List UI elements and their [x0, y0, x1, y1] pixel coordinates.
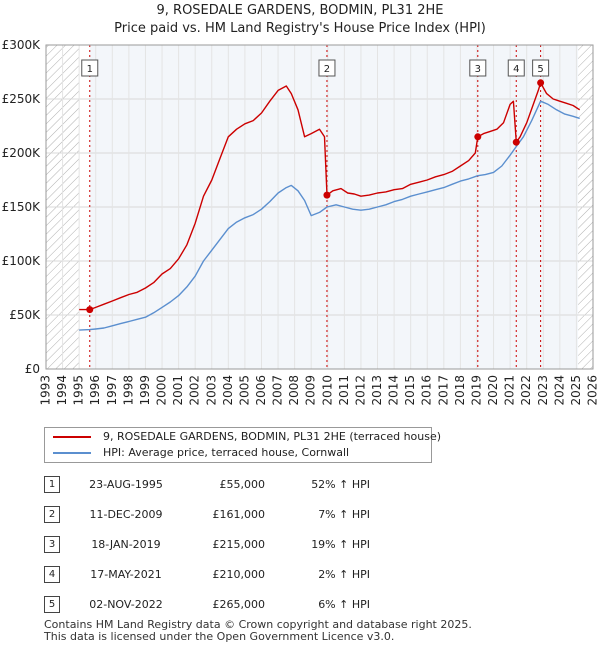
y-tick-label: £50K — [9, 308, 41, 322]
x-tick-label: 2005 — [237, 375, 251, 406]
chart-title-line1: 9, ROSEDALE GARDENS, BODMIN, PL31 2HE — [156, 3, 444, 18]
sale-date: 18-JAN-2019 — [91, 538, 161, 551]
sale-date: 23-AUG-1995 — [89, 478, 163, 491]
sale-price: £161,000 — [212, 508, 266, 521]
x-tick-label: 1996 — [88, 375, 102, 406]
table-row: 4 17-MAY-2021 £210,000 2% ↑ HPI — [40, 560, 400, 590]
table-row: 5 02-NOV-2022 £265,000 6% ↑ HPI — [40, 590, 400, 620]
x-tick-label: 2002 — [188, 375, 202, 406]
x-tick-label: 2025 — [569, 375, 583, 406]
x-tick-label: 2026 — [586, 375, 600, 406]
sale-number-badge: 3 — [44, 536, 60, 553]
sale-label-box — [318, 59, 336, 77]
sale-number-badge: 2 — [44, 506, 60, 523]
x-tick-label: 2015 — [403, 375, 417, 406]
price-chart: 1 2 3 4 5 £0 £50K £100K £150K £200K £250K £300K 199… — [2, 38, 600, 406]
table-row: 1 23-AUG-1995 £55,000 52% ↑ HPI — [40, 470, 400, 500]
sale-hpi-diff: 6% ↑ HPI — [318, 598, 370, 611]
x-tick-label: 2022 — [519, 375, 533, 406]
footer: Contains HM Land Registry data © Crown c… — [44, 619, 472, 643]
sale-hpi-diff: 19% ↑ HPI — [311, 538, 370, 551]
plot-frame — [45, 44, 594, 370]
sale-label-number: 1 — [87, 64, 93, 75]
x-tick-label: 2009 — [304, 375, 318, 406]
sale-number-badge: 1 — [44, 476, 60, 493]
legend-item-property: 9, ROSEDALE GARDENS, BODMIN, PL31 2HE (t… — [45, 429, 441, 445]
sale-date: 11-DEC-2009 — [89, 508, 163, 521]
x-tick-label: 2023 — [536, 375, 550, 406]
x-tick-label: 1995 — [72, 375, 86, 406]
sale-price: £210,000 — [212, 568, 266, 581]
x-tick-label: 2007 — [271, 375, 285, 406]
sale-label-number: 4 — [513, 64, 519, 75]
x-tick-label: 2008 — [287, 375, 301, 406]
sale-label-box — [81, 59, 99, 77]
y-tick-label: £300K — [2, 38, 42, 52]
sale-date: 02-NOV-2022 — [89, 598, 163, 611]
x-tick-label: 2011 — [337, 375, 351, 406]
sale-label-box — [469, 59, 487, 77]
x-tick-label: 2021 — [503, 375, 517, 406]
legend-label-hpi: HPI: Average price, terraced house, Corn… — [103, 446, 350, 459]
sale-hpi-diff: 7% ↑ HPI — [318, 508, 370, 521]
sale-number-badge: 4 — [44, 566, 60, 583]
sale-point — [474, 133, 482, 141]
sale-point — [512, 138, 520, 146]
x-tick-label: 2014 — [387, 375, 401, 406]
x-tick-label: 2020 — [486, 375, 500, 406]
hpi-line — [79, 100, 580, 331]
footer-licence: This data is licensed under the Open Gov… — [44, 630, 395, 643]
sale-hpi-diff: 2% ↑ HPI — [318, 568, 370, 581]
x-tick-label: 2013 — [370, 375, 384, 406]
x-tick-label: 1998 — [121, 375, 135, 406]
sale-label-box — [507, 59, 525, 77]
chart-title: 9, ROSEDALE GARDENS, BODMIN, PL31 2HE Pr… — [0, 2, 600, 38]
sale-price: £215,000 — [212, 538, 266, 551]
x-tick-label: 2018 — [453, 375, 467, 406]
chart-title-line2: Price paid vs. HM Land Registry's House … — [114, 21, 486, 36]
legend-swatch-property — [53, 436, 91, 438]
x-tick-label: 2012 — [353, 375, 367, 406]
x-tick-label: 2016 — [420, 375, 434, 406]
x-tick-label: 1999 — [138, 375, 152, 406]
y-tick-label: £150K — [2, 200, 42, 214]
sale-point — [86, 306, 94, 314]
x-tick-label: 2004 — [221, 375, 235, 406]
sale-label-number: 3 — [475, 64, 481, 75]
x-tick-label: 2017 — [436, 375, 450, 406]
y-tick-label: £250K — [2, 92, 42, 106]
sale-hpi-diff: 52% ↑ HPI — [311, 478, 370, 491]
x-tick-label: 1993 — [39, 375, 53, 406]
sale-price: £265,000 — [212, 598, 266, 611]
sale-number-badge: 5 — [44, 596, 60, 613]
sale-label-box — [532, 59, 550, 77]
x-tick-label: 1994 — [55, 375, 69, 406]
legend-swatch-hpi — [53, 452, 91, 454]
sale-date: 17-MAY-2021 — [90, 568, 162, 581]
sale-point — [537, 79, 545, 87]
sale-price: £55,000 — [219, 478, 266, 491]
table-row: 2 11-DEC-2009 £161,000 7% ↑ HPI — [40, 500, 400, 530]
x-tick-label: 2006 — [254, 375, 268, 406]
x-tick-label: 2001 — [171, 375, 185, 406]
sales-table: 1 23-AUG-1995 £55,000 52% ↑ HPI 2 11-DEC… — [40, 470, 400, 620]
x-tick-label: 2024 — [552, 375, 566, 406]
y-tick-label: £200K — [2, 146, 42, 160]
x-tick-label: 2000 — [155, 375, 169, 406]
x-tick-label: 2010 — [320, 375, 334, 406]
sale-label-number: 2 — [324, 64, 330, 75]
y-tick-label: £100K — [2, 254, 42, 268]
x-tick-label: 1997 — [105, 375, 119, 406]
table-row: 3 18-JAN-2019 £215,000 19% ↑ HPI — [40, 530, 400, 560]
x-tick-label: 2019 — [469, 375, 483, 406]
sale-point — [323, 191, 331, 199]
property-price-line — [79, 82, 581, 311]
legend: 9, ROSEDALE GARDENS, BODMIN, PL31 2HE (t… — [44, 427, 441, 463]
legend-label-property: 9, ROSEDALE GARDENS, BODMIN, PL31 2HE (t… — [103, 430, 442, 443]
y-tick-label: £0 — [25, 362, 40, 376]
legend-item-hpi: HPI: Average price, terraced house, Corn… — [45, 445, 425, 461]
footer-copyright: Contains HM Land Registry data © Crown c… — [44, 618, 472, 631]
sale-label-number: 5 — [537, 64, 543, 75]
x-tick-label: 2003 — [204, 375, 218, 406]
